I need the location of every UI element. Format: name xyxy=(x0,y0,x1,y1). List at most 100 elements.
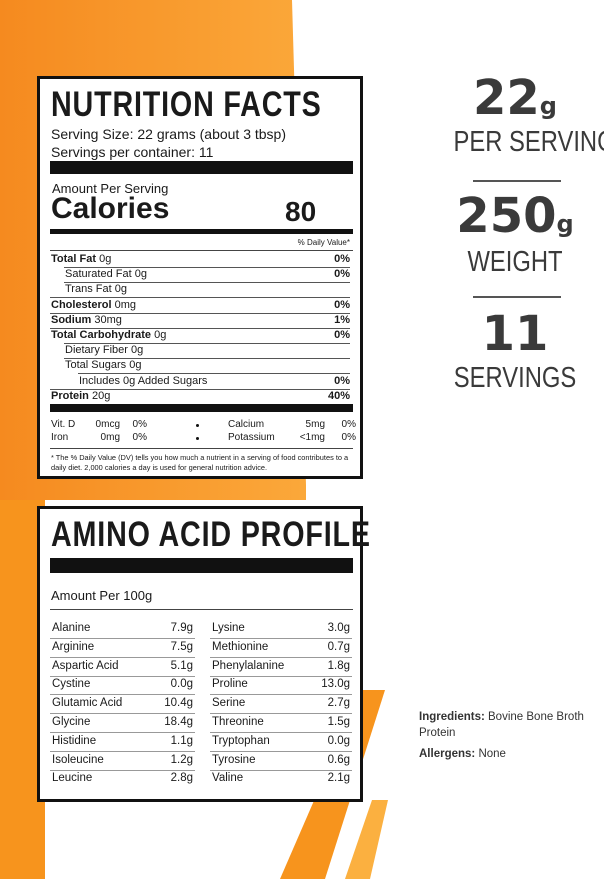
rule xyxy=(50,448,353,449)
amino-name: Cystine xyxy=(52,678,91,691)
allergens-text: None xyxy=(478,748,506,760)
allergens-label: Allergens: xyxy=(419,748,476,760)
nutrient-row: Cholesterol 0mg xyxy=(51,298,136,313)
highlight-value: 22 xyxy=(473,70,540,126)
highlight-label: WEIGHT xyxy=(467,246,563,278)
amino-name: Phenylalanine xyxy=(212,659,285,672)
amino-name: Glutamic Acid xyxy=(52,697,123,710)
rule xyxy=(210,656,352,658)
serving-size: Serving Size: 22 grams (about 3 tbsp) xyxy=(51,126,287,142)
nutrient-label: Total Carbohydrate xyxy=(51,329,152,341)
nutrient-label: Dietary Fiber xyxy=(65,344,128,357)
amino-amount: 1.8g xyxy=(327,659,350,672)
rule xyxy=(64,343,350,344)
rule xyxy=(210,769,352,771)
allergens: Allergens: None xyxy=(419,748,506,760)
amino-name: Arginine xyxy=(52,640,95,653)
highlight-unit: g xyxy=(556,210,574,238)
amino-amount: 1.5g xyxy=(327,716,350,728)
vitamin-label: Calcium xyxy=(228,419,265,430)
rule xyxy=(50,388,350,390)
rule xyxy=(50,297,350,299)
daily-value: 1% xyxy=(334,313,350,326)
amino-amount: 13.0g xyxy=(321,678,350,691)
nutrient-label: Protein xyxy=(51,389,89,402)
highlight: 250g xyxy=(440,188,590,244)
nutrient-row: Includes 0g Added Sugars xyxy=(79,374,207,389)
vitamin-label: Vit. D xyxy=(51,419,76,430)
nutrient-row: Dietary Fiber 0g xyxy=(65,343,143,358)
nutrient-label: Includes 0g Added Sugars xyxy=(79,374,208,387)
rule xyxy=(210,732,352,733)
medium-rule xyxy=(50,229,353,234)
rule xyxy=(50,312,350,314)
rule xyxy=(50,609,353,610)
calories-value: 80 xyxy=(285,196,317,227)
rule xyxy=(50,250,353,251)
nutrient-row: Total Sugars 0g xyxy=(65,358,141,373)
amino-title: AMINO ACID PROFILE xyxy=(51,515,371,554)
amino-amount: 0.7g xyxy=(327,640,350,653)
amino-name: Threonine xyxy=(212,716,264,728)
servings-per-container: Servings per container: 11 xyxy=(51,144,214,160)
thick-rule xyxy=(50,161,353,174)
rule xyxy=(78,373,350,375)
nutrient-row: Saturated Fat 0g xyxy=(65,267,147,282)
rule xyxy=(50,732,195,733)
rule xyxy=(64,358,350,360)
rule xyxy=(50,675,195,677)
rule xyxy=(210,638,352,639)
rule xyxy=(210,694,352,696)
amino-name: Alanine xyxy=(52,622,91,634)
highlight-value: 250 xyxy=(456,188,557,244)
vitamin-amount: 0mcg xyxy=(95,419,120,430)
amino-name: Tryptophan xyxy=(212,734,270,747)
vitamin-amount: 5mg xyxy=(305,419,325,430)
amino-name: Glycine xyxy=(52,716,91,728)
amount-per-serving: Amount Per Serving xyxy=(52,181,169,196)
daily-value: 0% xyxy=(334,253,350,265)
nutrient-label: Saturated Fat xyxy=(65,268,132,281)
vitamin-amount: 0mg xyxy=(100,432,120,443)
amino-name: Isoleucine xyxy=(52,753,104,766)
daily-value-header: % Daily Value* xyxy=(297,238,350,247)
amino-amount: 1.1g xyxy=(170,734,193,747)
nutrient-label: Sodium xyxy=(51,313,92,326)
bullet xyxy=(196,424,199,427)
thick-rule xyxy=(50,558,353,573)
rule xyxy=(50,769,195,771)
nutrient-label: Total Sugars xyxy=(65,359,127,372)
nutrient-row: Total Fat 0g xyxy=(51,252,111,267)
rule xyxy=(64,282,350,284)
amino-amount: 2.7g xyxy=(327,697,350,710)
nutrient-amount: 0mg xyxy=(114,298,136,311)
amino-amount: 0.0g xyxy=(327,734,350,747)
bullet xyxy=(196,437,199,440)
rule xyxy=(50,694,195,696)
amino-amount: 2.8g xyxy=(170,772,193,785)
amino-amount: 0.6g xyxy=(327,753,350,766)
nutrition-title: NUTRITION FACTS xyxy=(51,85,322,124)
nutrient-amount: 0g xyxy=(129,359,142,372)
highlight: 22g xyxy=(440,70,590,126)
highlight-label: PER SERVING xyxy=(453,126,604,158)
amino-name: Proline xyxy=(212,678,248,691)
footnote: * The % Daily Value (DV) tells you how m… xyxy=(51,453,349,472)
rule xyxy=(50,656,195,658)
nutrient-row: Sodium 30mg xyxy=(51,313,122,328)
amino-name: Aspartic Acid xyxy=(52,659,119,672)
daily-value: 0% xyxy=(334,298,350,311)
vitamin-dv: 0% xyxy=(132,419,147,430)
amino-name: Serine xyxy=(212,697,246,710)
highlight-label: SERVINGS xyxy=(453,362,577,394)
rule xyxy=(50,713,195,715)
amino-amount: 1.2g xyxy=(170,753,193,766)
rule xyxy=(64,267,350,268)
vitamin-amount: <1mg xyxy=(299,432,325,443)
nutrient-row: Trans Fat 0g xyxy=(65,282,127,297)
amino-name: Leucine xyxy=(52,772,93,785)
daily-value: 0% xyxy=(334,268,350,281)
nutrient-amount: 0g xyxy=(99,253,112,265)
nutrient-amount: 20g xyxy=(91,389,111,402)
